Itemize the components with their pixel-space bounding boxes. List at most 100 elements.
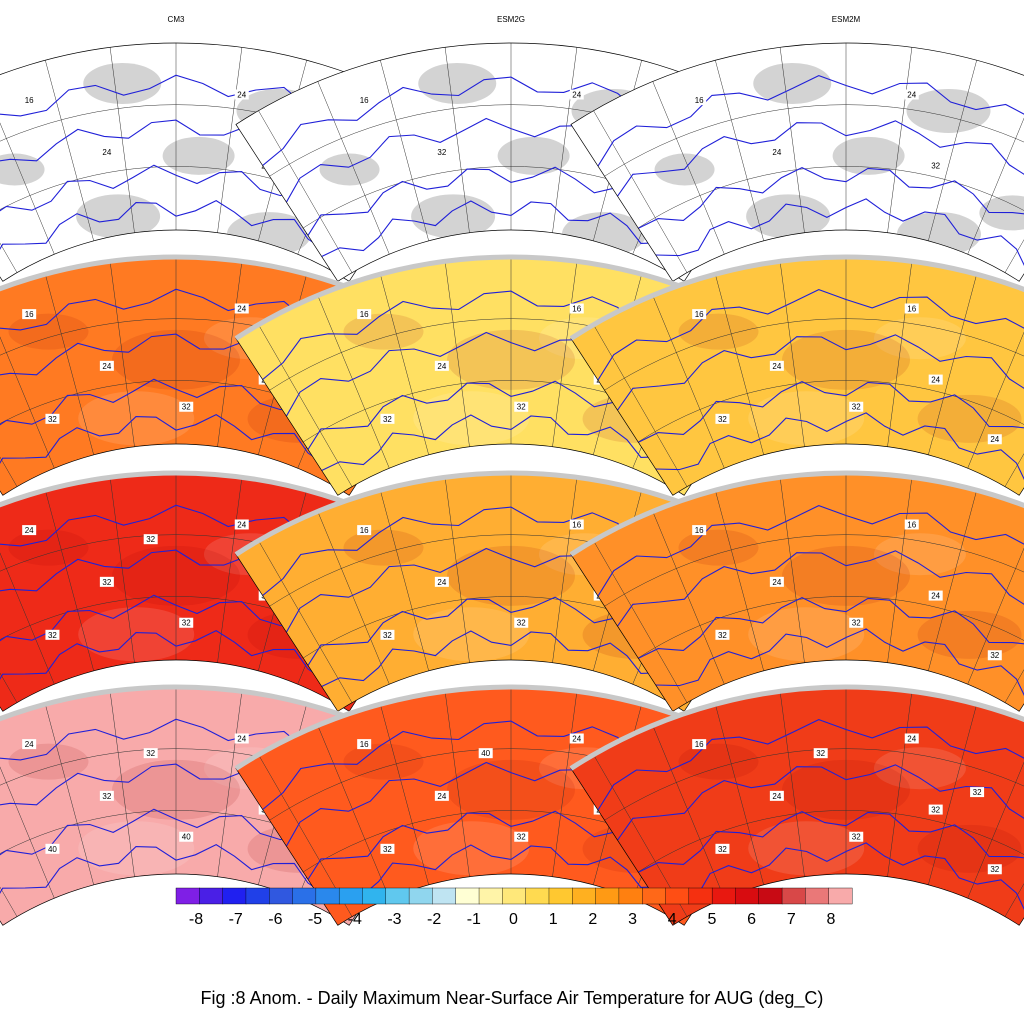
- svg-text:16: 16: [907, 520, 916, 529]
- svg-text:32: 32: [718, 631, 727, 640]
- colorbar-swatch: [618, 887, 643, 905]
- svg-text:16: 16: [695, 526, 704, 535]
- colorbar-label: -5: [308, 911, 322, 928]
- contour-label: 24: [904, 733, 919, 744]
- colorbar-swatch: [805, 887, 830, 905]
- svg-text:24: 24: [772, 792, 781, 801]
- svg-text:32: 32: [852, 403, 861, 412]
- contour-label: 24: [234, 303, 249, 314]
- svg-text:24: 24: [237, 734, 246, 743]
- contour-label: 24: [769, 360, 784, 371]
- colorbar-label: 2: [588, 911, 597, 928]
- colorbar-swatch: [665, 887, 690, 905]
- svg-text:24: 24: [102, 148, 111, 157]
- colorbar-label: 7: [787, 911, 796, 928]
- svg-text:32: 32: [182, 403, 191, 412]
- contour-label: 32: [380, 629, 395, 640]
- svg-text:16: 16: [360, 526, 369, 535]
- svg-text:32: 32: [973, 788, 982, 797]
- contour-label: 24: [22, 525, 37, 536]
- column-title-cm3: CM3: [168, 15, 185, 24]
- contour-label: 40: [179, 831, 194, 842]
- svg-text:16: 16: [360, 740, 369, 749]
- map-panel-r1-c2: 16 16 24 24 24 32 32: [569, 254, 1024, 496]
- colorbar-label: -2: [427, 911, 441, 928]
- colorbar-swatch: [502, 887, 527, 905]
- svg-text:32: 32: [383, 415, 392, 424]
- svg-text:24: 24: [437, 792, 446, 801]
- svg-text:32: 32: [816, 749, 825, 758]
- colorbar-label: 3: [628, 911, 637, 928]
- colorbar-swatch: [711, 887, 736, 905]
- colorbar-swatch: [292, 887, 317, 905]
- contour-label: 32: [715, 843, 730, 854]
- contour-label: 24: [769, 790, 784, 801]
- svg-text:32: 32: [931, 162, 940, 171]
- svg-text:24: 24: [237, 520, 246, 529]
- contour-label: 32: [813, 748, 828, 759]
- map-fill: [570, 257, 1024, 496]
- column-title-esm2g: ESM2G: [497, 15, 525, 24]
- svg-text:24: 24: [437, 578, 446, 587]
- contour-label: 24: [234, 89, 249, 100]
- svg-text:24: 24: [990, 435, 999, 444]
- colorbar-swatch: [362, 887, 387, 905]
- column-titles: CM3 ESM2G ESM2M: [168, 15, 861, 24]
- contour-label: 24: [22, 739, 37, 750]
- svg-text:16: 16: [572, 520, 581, 529]
- svg-text:24: 24: [237, 304, 246, 313]
- contour-label: 32: [928, 160, 943, 171]
- colorbar-swatch: [642, 887, 667, 905]
- colorbar-label: 8: [827, 911, 836, 928]
- colorbar-label: 6: [747, 911, 756, 928]
- svg-text:16: 16: [25, 310, 34, 319]
- map-panel-r0-c2: 16 24 24 32: [570, 42, 1024, 282]
- colorbar-label: 5: [707, 911, 716, 928]
- svg-text:32: 32: [102, 792, 111, 801]
- svg-text:24: 24: [772, 362, 781, 371]
- contour-label: 32: [143, 748, 158, 759]
- contour-label: 16: [904, 303, 919, 314]
- contour-label: 32: [99, 790, 114, 801]
- map-fill: [570, 473, 1024, 712]
- contour-label: 24: [928, 374, 943, 385]
- colorbar-swatch: [338, 887, 363, 905]
- svg-text:24: 24: [25, 740, 34, 749]
- svg-text:24: 24: [772, 148, 781, 157]
- contour-label: 32: [45, 413, 60, 424]
- svg-text:32: 32: [182, 619, 191, 628]
- contour-label: 32: [179, 617, 194, 628]
- contour-label: 24: [434, 360, 449, 371]
- contour-label: 24: [569, 733, 584, 744]
- colorbar-swatch: [525, 887, 550, 905]
- colorbar-label: -6: [268, 911, 282, 928]
- colorbar-label: -3: [387, 911, 401, 928]
- contour-label: 24: [99, 360, 114, 371]
- colorbar-swatch: [175, 887, 200, 905]
- svg-text:32: 32: [990, 651, 999, 660]
- colorbar-swatch: [595, 887, 620, 905]
- svg-text:16: 16: [25, 96, 34, 105]
- svg-text:32: 32: [48, 631, 57, 640]
- contour-label: 24: [234, 733, 249, 744]
- map-fill: [570, 687, 1024, 926]
- contour-label: 16: [357, 309, 372, 320]
- column-title-esm2m: ESM2M: [832, 15, 861, 24]
- contour-label: 32: [928, 804, 943, 815]
- contour-label: 16: [22, 309, 37, 320]
- svg-text:16: 16: [572, 304, 581, 313]
- colorbar-swatch: [572, 887, 597, 905]
- colorbar-swatch: [269, 887, 294, 905]
- svg-text:16: 16: [360, 310, 369, 319]
- colorbar-swatch: [758, 887, 783, 905]
- svg-text:16: 16: [695, 310, 704, 319]
- colorbar-swatch: [455, 887, 480, 905]
- colorbar-label: -1: [467, 911, 481, 928]
- contour-label: 32: [45, 629, 60, 640]
- contour-label: 32: [987, 864, 1002, 875]
- contour-label: 32: [970, 787, 985, 798]
- svg-text:32: 32: [718, 415, 727, 424]
- contour-label: 16: [357, 95, 372, 106]
- svg-text:40: 40: [48, 845, 57, 854]
- colorbar-swatch: [828, 887, 853, 905]
